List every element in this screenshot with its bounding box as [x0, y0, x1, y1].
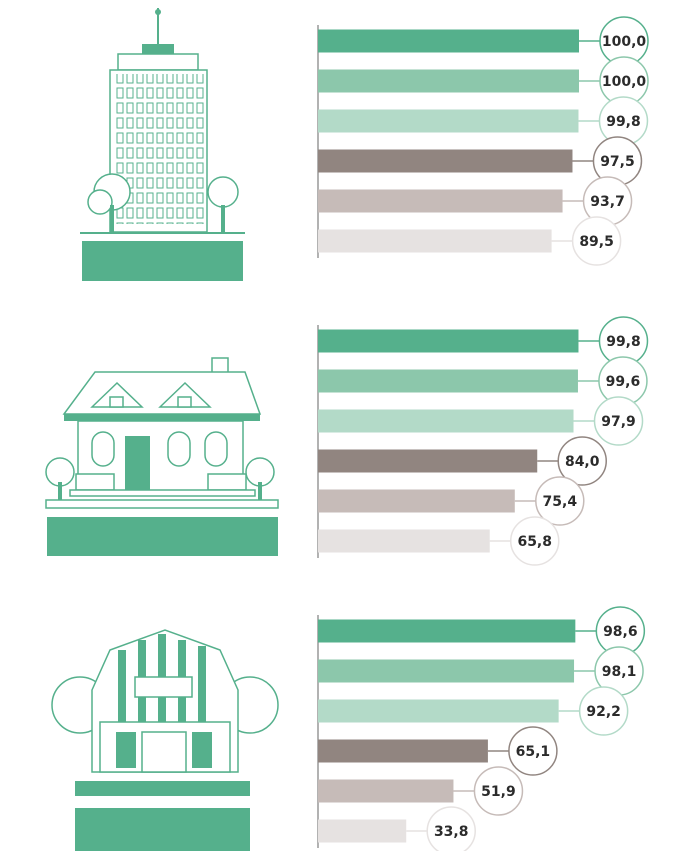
- bar: [318, 150, 572, 173]
- bar: [318, 30, 579, 53]
- value-label: 99,6: [606, 374, 641, 390]
- value-label: 75,4: [543, 494, 578, 510]
- value-label: 99,8: [606, 114, 641, 130]
- value-label: 98,6: [603, 624, 638, 640]
- barn-icon: [52, 630, 278, 851]
- value-label: 93,7: [590, 194, 625, 210]
- value-label: 97,5: [600, 154, 635, 170]
- bar: [318, 490, 515, 513]
- bar: [318, 230, 552, 253]
- bar: [318, 530, 490, 553]
- value-label: 65,8: [517, 534, 552, 550]
- value-label: 100,0: [602, 34, 647, 50]
- value-label: 89,5: [579, 234, 614, 250]
- bar: [318, 410, 574, 433]
- value-label: 84,0: [565, 454, 600, 470]
- value-label: 92,2: [586, 704, 621, 720]
- house-icon: [46, 358, 278, 556]
- building-icon: [80, 8, 245, 281]
- value-label: 98,1: [602, 664, 637, 680]
- bar: [318, 820, 406, 843]
- value-label: 97,9: [601, 414, 636, 430]
- bar: [318, 700, 559, 723]
- value-label: 33,8: [434, 824, 469, 840]
- bar: [318, 450, 537, 473]
- value-label: 99,8: [606, 334, 641, 350]
- bar: [318, 740, 488, 763]
- bar: [318, 620, 575, 643]
- value-label: 100,0: [602, 74, 647, 90]
- bar: [318, 70, 579, 93]
- bar: [318, 780, 453, 803]
- bar: [318, 190, 563, 213]
- value-label: 65,1: [516, 744, 551, 760]
- bar: [318, 110, 578, 133]
- bar: [318, 370, 578, 393]
- value-label: 51,9: [481, 784, 516, 800]
- infographic: 100,0 100,0 99,8 97,5 93,7 89,5 99,8 99,6 97,9 84…: [0, 0, 673, 851]
- bar: [318, 330, 578, 353]
- bar: [318, 660, 574, 683]
